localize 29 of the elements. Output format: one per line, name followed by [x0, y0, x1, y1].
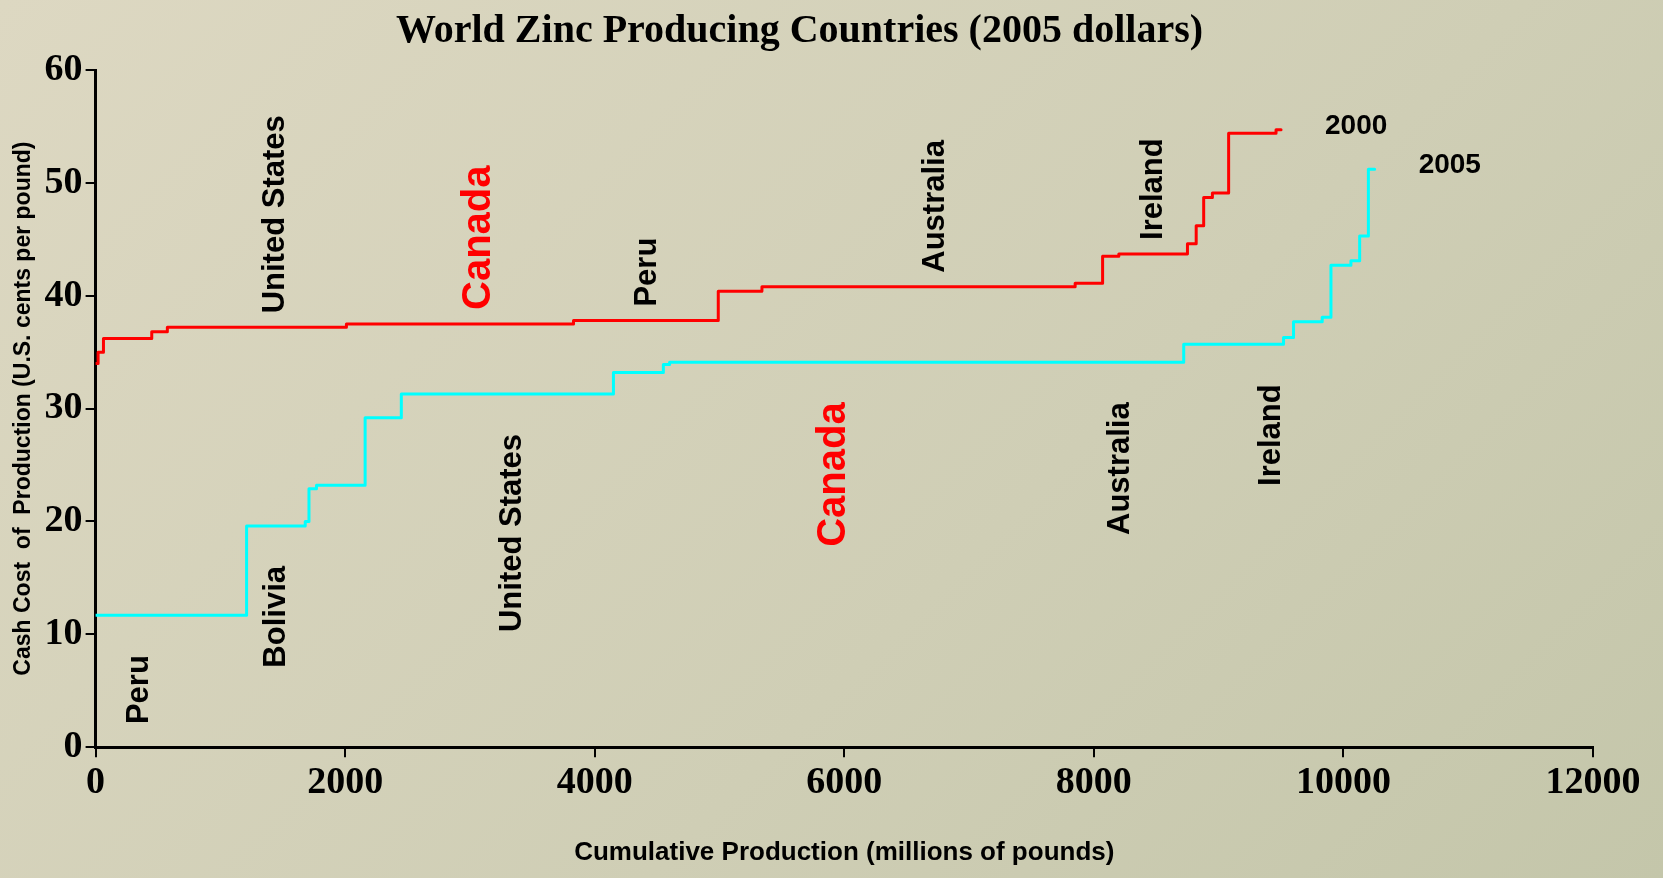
y-tick-label: 30	[44, 384, 83, 427]
annotation: Peru	[119, 655, 155, 725]
chart-title: World Zinc Producing Countries (2005 dollars)	[395, 6, 1204, 52]
series-label: 2005	[1418, 148, 1481, 180]
x-tick-label: 4000	[556, 758, 633, 801]
y-tick-label: 60	[44, 45, 83, 88]
annotation: Australia	[915, 139, 951, 273]
x-tick-label: 2000	[307, 758, 384, 801]
y-axis-title: Cash Cost of Production (U.S. cents per pound)	[9, 141, 36, 676]
annotation: Ireland	[1134, 138, 1170, 240]
y-tick-label: 50	[44, 158, 83, 201]
x-tick-label: 8000	[1055, 758, 1132, 801]
annotation: Canada	[809, 401, 854, 547]
y-tick-label: 0	[63, 723, 83, 766]
annotation: Ireland	[1251, 384, 1287, 486]
y-tick-label: 40	[44, 271, 83, 314]
y-tick-label: 20	[44, 497, 83, 540]
x-tick-label: 6000	[806, 758, 883, 801]
annotation: Bolivia	[257, 565, 293, 668]
annotation: United States	[492, 433, 528, 633]
y-tick-label: 10	[44, 610, 83, 653]
annotation: Peru	[627, 237, 663, 307]
series-label: 2000	[1325, 108, 1388, 140]
annotation: United States	[255, 115, 291, 314]
x-axis-title: Cumulative Production (millions of pounds)	[574, 835, 1115, 866]
annotation: Canada	[453, 164, 498, 310]
x-tick-label: 10000	[1295, 758, 1391, 801]
x-tick-label: 12000	[1545, 758, 1641, 801]
annotation: Australia	[1100, 401, 1136, 535]
